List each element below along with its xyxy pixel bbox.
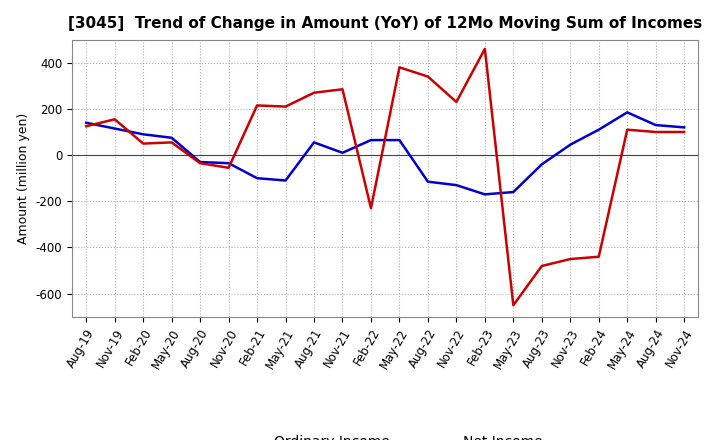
Ordinary Income bbox=[423, 179, 432, 184]
Ordinary Income bbox=[110, 126, 119, 131]
Ordinary Income bbox=[82, 120, 91, 125]
Ordinary Income bbox=[196, 159, 204, 165]
Ordinary Income bbox=[395, 137, 404, 143]
Legend: Ordinary Income, Net Income: Ordinary Income, Net Income bbox=[222, 429, 548, 440]
Net Income bbox=[566, 257, 575, 262]
Ordinary Income bbox=[566, 142, 575, 147]
Ordinary Income bbox=[366, 137, 375, 143]
Net Income bbox=[423, 74, 432, 79]
Net Income bbox=[338, 87, 347, 92]
Net Income bbox=[623, 127, 631, 132]
Net Income bbox=[595, 254, 603, 259]
Ordinary Income bbox=[139, 132, 148, 137]
Ordinary Income bbox=[537, 161, 546, 167]
Line: Ordinary Income: Ordinary Income bbox=[86, 112, 684, 194]
Y-axis label: Amount (million yen): Amount (million yen) bbox=[17, 113, 30, 244]
Net Income bbox=[82, 124, 91, 129]
Net Income bbox=[196, 161, 204, 166]
Net Income bbox=[253, 103, 261, 108]
Ordinary Income bbox=[282, 178, 290, 183]
Ordinary Income bbox=[253, 176, 261, 181]
Net Income bbox=[537, 263, 546, 268]
Ordinary Income bbox=[167, 135, 176, 140]
Ordinary Income bbox=[310, 140, 318, 145]
Title: [3045]  Trend of Change in Amount (YoY) of 12Mo Moving Sum of Incomes: [3045] Trend of Change in Amount (YoY) o… bbox=[68, 16, 702, 32]
Net Income bbox=[652, 129, 660, 135]
Line: Net Income: Net Income bbox=[86, 49, 684, 305]
Ordinary Income bbox=[225, 161, 233, 166]
Ordinary Income bbox=[652, 122, 660, 128]
Ordinary Income bbox=[509, 189, 518, 194]
Ordinary Income bbox=[338, 150, 347, 155]
Net Income bbox=[310, 90, 318, 95]
Net Income bbox=[139, 141, 148, 146]
Ordinary Income bbox=[595, 127, 603, 132]
Net Income bbox=[509, 303, 518, 308]
Net Income bbox=[366, 205, 375, 211]
Net Income bbox=[680, 129, 688, 135]
Net Income bbox=[282, 104, 290, 109]
Net Income bbox=[395, 65, 404, 70]
Net Income bbox=[452, 99, 461, 105]
Ordinary Income bbox=[680, 125, 688, 130]
Ordinary Income bbox=[480, 192, 489, 197]
Ordinary Income bbox=[623, 110, 631, 115]
Net Income bbox=[110, 117, 119, 122]
Net Income bbox=[225, 165, 233, 170]
Ordinary Income bbox=[452, 183, 461, 188]
Net Income bbox=[167, 140, 176, 145]
Net Income bbox=[480, 46, 489, 51]
